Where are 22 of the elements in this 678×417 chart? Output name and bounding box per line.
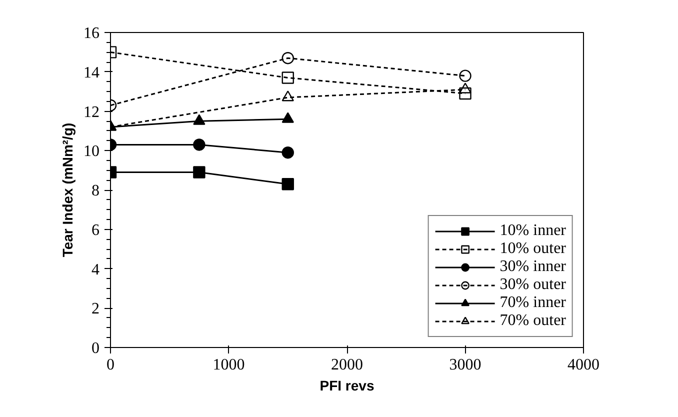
legend-label: 70% outer xyxy=(500,312,566,330)
y-tick-label: 16 xyxy=(84,25,100,42)
legend-label: 30% outer xyxy=(500,276,566,294)
x-tick-label: 4000 xyxy=(568,356,600,374)
y-tick-label: 8 xyxy=(92,182,100,200)
y-tick-label: 6 xyxy=(92,222,100,239)
x-axis-title: PFI revs xyxy=(320,378,374,394)
x-tick-label: 2000 xyxy=(331,356,363,374)
x-tick-label: 1000 xyxy=(212,356,245,374)
legend-label: 70% inner xyxy=(500,294,566,312)
y-tick-label: 14 xyxy=(84,64,100,82)
y-tick-label: 0 xyxy=(92,340,100,357)
y-tick-label: 10 xyxy=(84,143,100,160)
x-tick-label: 0 xyxy=(106,356,114,374)
y-tick-label: 4 xyxy=(92,261,100,278)
y-tick-label: 12 xyxy=(84,104,100,121)
y-tick-label: 2 xyxy=(92,300,100,318)
legend-label: 30% inner xyxy=(500,258,566,276)
y-axis-title: Tear Index (mNm²/g) xyxy=(60,122,76,258)
legend-label: 10% inner xyxy=(500,222,566,240)
x-tick-label: 3000 xyxy=(449,356,482,374)
legend-label: 10% outer xyxy=(500,240,566,258)
